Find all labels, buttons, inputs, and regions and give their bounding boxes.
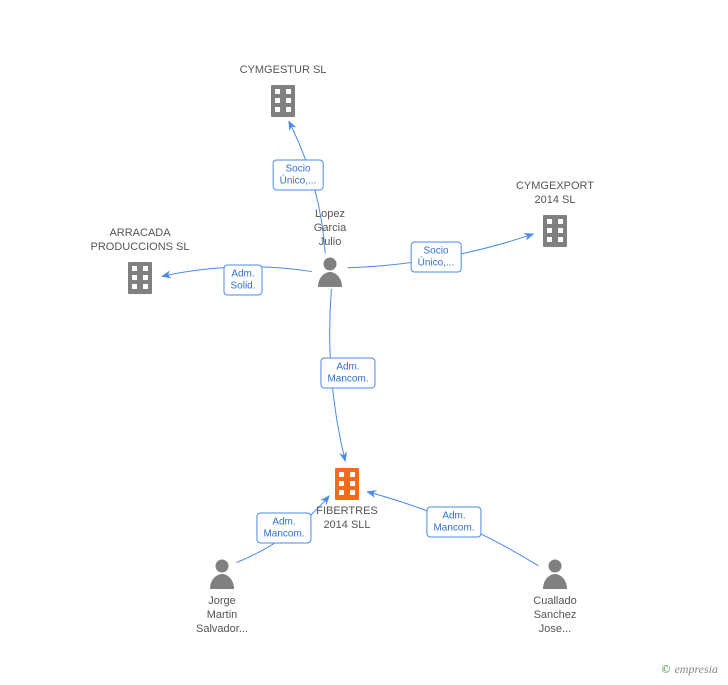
edge-label[interactable]: Adm. Mancom. (426, 507, 481, 538)
node-label: ARRACADA PRODUCCIONS SL (90, 227, 189, 255)
company-icon[interactable] (128, 262, 152, 294)
node-label: CYMGEXPORT 2014 SL (516, 180, 594, 208)
company-focus-icon[interactable] (335, 468, 359, 500)
company-icon[interactable] (543, 215, 567, 247)
node-label: CYMGESTUR SL (240, 64, 327, 78)
person-icon[interactable] (210, 560, 234, 590)
copyright-symbol: © (661, 662, 670, 676)
edge-label[interactable]: Socio Único,... (273, 160, 324, 191)
person-icon[interactable] (318, 258, 342, 288)
node-label: Lopez Garcia Julio (314, 208, 346, 249)
watermark-text: empresia (674, 662, 718, 676)
edge-label[interactable]: Adm. Mancom. (256, 513, 311, 544)
edge-label[interactable]: Socio Único,... (411, 242, 462, 273)
node-label: Jorge Martin Salvador... (196, 595, 248, 636)
node-label: FIBERTRES 2014 SLL (316, 505, 378, 533)
node-label: Cuallado Sanchez Jose... (533, 595, 576, 636)
diagram-canvas (0, 0, 728, 685)
edge-label[interactable]: Adm. Mancom. (320, 358, 375, 389)
watermark: © empresia (661, 662, 718, 677)
company-icon[interactable] (271, 85, 295, 117)
person-icon[interactable] (543, 560, 567, 590)
edge-label[interactable]: Adm. Solid. (223, 265, 262, 296)
